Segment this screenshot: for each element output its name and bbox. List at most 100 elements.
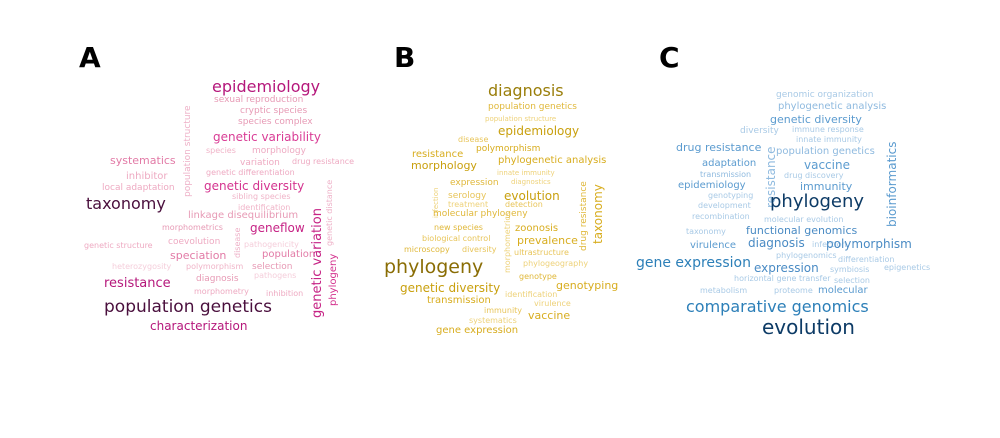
word-a-28: genetic variation <box>310 208 325 318</box>
word-c-12: transmission <box>700 170 752 179</box>
word-a-35: resistance <box>104 276 171 291</box>
word-c-35: metabolism <box>700 286 748 295</box>
word-a-17: identification <box>238 203 291 212</box>
word-c-18: phylogeny <box>770 191 865 212</box>
word-b-6: resistance <box>412 149 464 160</box>
word-a-14: local adaptation <box>102 183 175 193</box>
word-b-33: identification <box>505 290 558 299</box>
word-c-37: molecular <box>818 285 868 296</box>
panel-label-c: C <box>659 41 680 74</box>
word-a-22: disease <box>233 227 242 258</box>
word-b-9: innate immunity <box>497 169 555 177</box>
word-a-21: geneflow <box>250 221 305 235</box>
word-b-32: genotyping <box>556 279 619 292</box>
word-a-13: genetic diversity <box>204 179 305 193</box>
word-a-10: drug resistance <box>292 157 355 166</box>
word-b-16: detection <box>505 200 543 209</box>
word-b-1: population genetics <box>488 102 577 112</box>
word-a-18: linkage disequilibrium <box>188 210 299 221</box>
word-c-1: phylogenetic analysis <box>778 101 887 112</box>
panel-label-a: A <box>79 41 101 74</box>
word-c-13: drug discovery <box>784 171 844 180</box>
word-c-26: polymorphism <box>826 237 912 251</box>
word-b-4: disease <box>458 135 489 144</box>
word-c-25: infection <box>812 240 847 249</box>
word-a-5: population structure <box>183 105 193 197</box>
word-c-32: epigenetics <box>884 263 931 272</box>
word-a-19: genetic distance <box>325 179 334 246</box>
word-a-27: population <box>262 249 316 260</box>
word-c-22: functional genomics <box>746 224 858 237</box>
word-b-2: population structure <box>485 115 557 123</box>
word-c-23: virulence <box>690 240 737 251</box>
word-c-11: vaccine <box>804 158 850 172</box>
word-c-5: innate immunity <box>796 135 862 144</box>
panel-label-b: B <box>394 41 416 74</box>
word-b-28: phylogeny <box>384 256 484 278</box>
word-a-6: systematics <box>110 154 176 167</box>
word-c-38: comparative genomics <box>686 297 869 316</box>
word-b-7: morphology <box>411 159 477 172</box>
word-a-30: polymorphism <box>186 262 244 271</box>
word-b-5: polymorphism <box>476 144 541 154</box>
word-a-38: population genetics <box>104 297 272 317</box>
word-b-26: morphometrics <box>503 212 512 273</box>
word-c-29: expression <box>754 261 819 275</box>
word-b-34: transmission <box>427 295 491 306</box>
word-c-28: gene expression <box>636 255 751 271</box>
word-b-11: diagnostics <box>511 178 551 186</box>
word-b-18: taxonomy <box>591 184 605 244</box>
word-b-15: evolution <box>504 189 560 203</box>
word-c-19: recombination <box>692 212 750 221</box>
word-a-26: speciation <box>170 249 227 262</box>
word-b-21: zoonosis <box>515 223 559 234</box>
word-a-32: pathogens <box>254 271 297 280</box>
word-b-0: diagnosis <box>488 81 564 100</box>
word-a-2: cryptic species <box>240 106 308 116</box>
word-c-4: immune response <box>792 125 864 134</box>
word-c-21: taxonomy <box>686 227 726 236</box>
word-b-20: new species <box>434 223 483 232</box>
word-a-34: phylogeny <box>328 253 339 306</box>
word-c-36: proteome <box>774 286 813 295</box>
word-a-7: species <box>206 146 236 155</box>
word-b-39: gene expression <box>436 325 519 336</box>
word-c-30: differentiation <box>838 255 895 264</box>
word-c-6: drug resistance <box>676 141 762 154</box>
word-b-14: treatment <box>448 200 489 209</box>
word-b-25: diversity <box>462 245 497 254</box>
word-c-10: adaptation <box>702 158 757 169</box>
word-a-20: morphometrics <box>162 223 223 232</box>
word-a-11: inhibitor <box>126 171 168 182</box>
word-b-23: prevalence <box>517 234 578 247</box>
word-b-19: molecular phylogeny <box>433 209 528 219</box>
word-b-22: biological control <box>422 234 491 243</box>
word-c-24: diagnosis <box>748 236 805 250</box>
word-a-4: genetic variability <box>213 130 321 144</box>
word-c-14: epidemiology <box>678 180 746 191</box>
word-c-16: genotyping <box>708 191 754 200</box>
word-c-2: genetic diversity <box>770 113 862 126</box>
word-a-0: epidemiology <box>212 77 321 96</box>
word-b-10: expression <box>450 178 499 188</box>
word-a-33: diagnosis <box>196 274 239 284</box>
word-b-27: ultrastructure <box>514 248 569 257</box>
word-c-15: immunity <box>800 180 853 193</box>
word-b-3: epidemiology <box>498 124 580 138</box>
word-b-31: genetic diversity <box>400 281 501 295</box>
word-b-13: serology <box>448 191 487 201</box>
word-a-8: morphology <box>252 146 306 156</box>
word-c-3: diversity <box>740 126 779 136</box>
word-b-35: virulence <box>534 299 571 308</box>
word-a-25: pathogenicity <box>244 240 299 249</box>
word-b-30: phylogeography <box>523 259 589 268</box>
word-a-36: morphometry <box>194 287 249 296</box>
word-b-38: systematics <box>469 316 517 325</box>
word-c-8: population genetics <box>776 146 875 157</box>
word-a-16: taxonomy <box>86 194 166 213</box>
word-c-31: symbiosis <box>830 265 870 274</box>
word-a-9: variation <box>240 158 280 168</box>
word-a-12: genetic differentiation <box>206 168 295 177</box>
word-c-39: evolution <box>762 315 855 339</box>
